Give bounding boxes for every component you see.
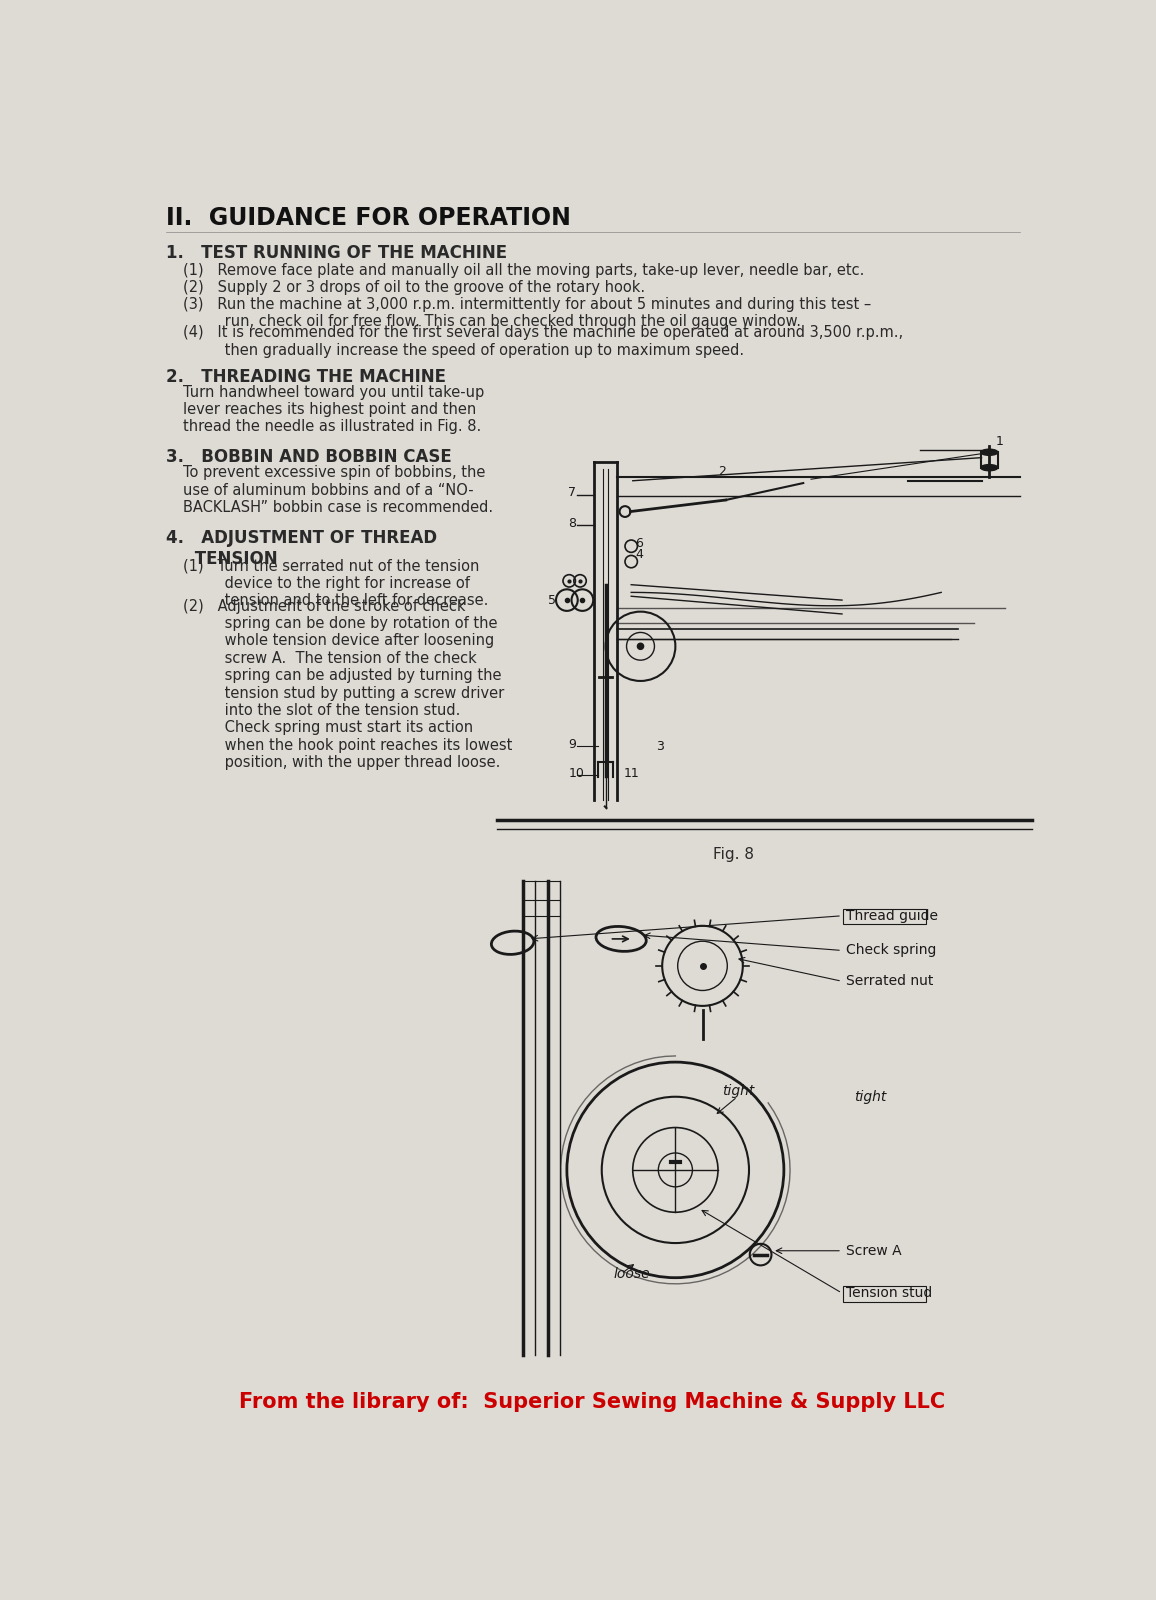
Text: 6: 6 — [635, 538, 643, 550]
Text: tight: tight — [853, 1090, 885, 1104]
Text: Fig. 8: Fig. 8 — [713, 846, 754, 861]
Text: (1)   Turn the serrated nut of the tension
         device to the right for incr: (1) Turn the serrated nut of the tension… — [184, 558, 489, 608]
Text: 2.   THREADING THE MACHINE: 2. THREADING THE MACHINE — [166, 368, 446, 386]
Text: 4.   ADJUSTMENT OF THREAD
     TENSION: 4. ADJUSTMENT OF THREAD TENSION — [166, 530, 437, 568]
Text: tight: tight — [721, 1085, 754, 1098]
Text: Check spring: Check spring — [846, 944, 936, 957]
Text: 1.   TEST RUNNING OF THE MACHINE: 1. TEST RUNNING OF THE MACHINE — [166, 245, 507, 262]
Text: II.  GUIDANCE FOR OPERATION: II. GUIDANCE FOR OPERATION — [166, 206, 571, 230]
Text: (4)   It is recommended for the first several days the machine be operated at ar: (4) It is recommended for the first seve… — [184, 325, 903, 358]
Text: To prevent excessive spin of bobbins, the
use of aluminum bobbins and of a “NO-
: To prevent excessive spin of bobbins, th… — [184, 466, 494, 515]
Text: 2: 2 — [718, 466, 726, 478]
Text: 7: 7 — [569, 486, 577, 499]
Ellipse shape — [980, 450, 998, 456]
Text: (1)   Remove face plate and manually oil all the moving parts, take-up lever, ne: (1) Remove face plate and manually oil a… — [184, 262, 865, 278]
Text: Thread guide: Thread guide — [846, 909, 938, 923]
Text: Screw A: Screw A — [846, 1243, 902, 1258]
Text: (2)   Adjustment of the stroke of check
         spring can be done by rotation : (2) Adjustment of the stroke of check sp… — [184, 598, 512, 770]
Text: 11: 11 — [623, 766, 639, 779]
Text: 5: 5 — [548, 594, 556, 606]
Ellipse shape — [980, 464, 998, 470]
Text: 4: 4 — [635, 547, 643, 560]
Text: 10: 10 — [569, 766, 584, 779]
Text: Tension stud: Tension stud — [846, 1286, 932, 1301]
Text: 3: 3 — [655, 739, 664, 754]
Text: (2)   Supply 2 or 3 drops of oil to the groove of the rotary hook.: (2) Supply 2 or 3 drops of oil to the gr… — [184, 280, 645, 294]
Text: loose: loose — [614, 1267, 650, 1282]
Text: 8: 8 — [569, 517, 577, 530]
Text: 3.   BOBBIN AND BOBBIN CASE: 3. BOBBIN AND BOBBIN CASE — [166, 448, 452, 467]
Text: Turn handwheel toward you until take-up
lever reaches its highest point and then: Turn handwheel toward you until take-up … — [184, 384, 484, 434]
Circle shape — [637, 643, 644, 650]
Text: (3)   Run the machine at 3,000 r.p.m. intermittently for about 5 minutes and dur: (3) Run the machine at 3,000 r.p.m. inte… — [184, 296, 872, 330]
Text: From the library of:  Superior Sewing Machine & Supply LLC: From the library of: Superior Sewing Mac… — [239, 1392, 946, 1413]
Text: 1: 1 — [995, 435, 1003, 448]
Text: Serrated nut: Serrated nut — [846, 974, 933, 989]
Text: 9: 9 — [569, 738, 577, 752]
